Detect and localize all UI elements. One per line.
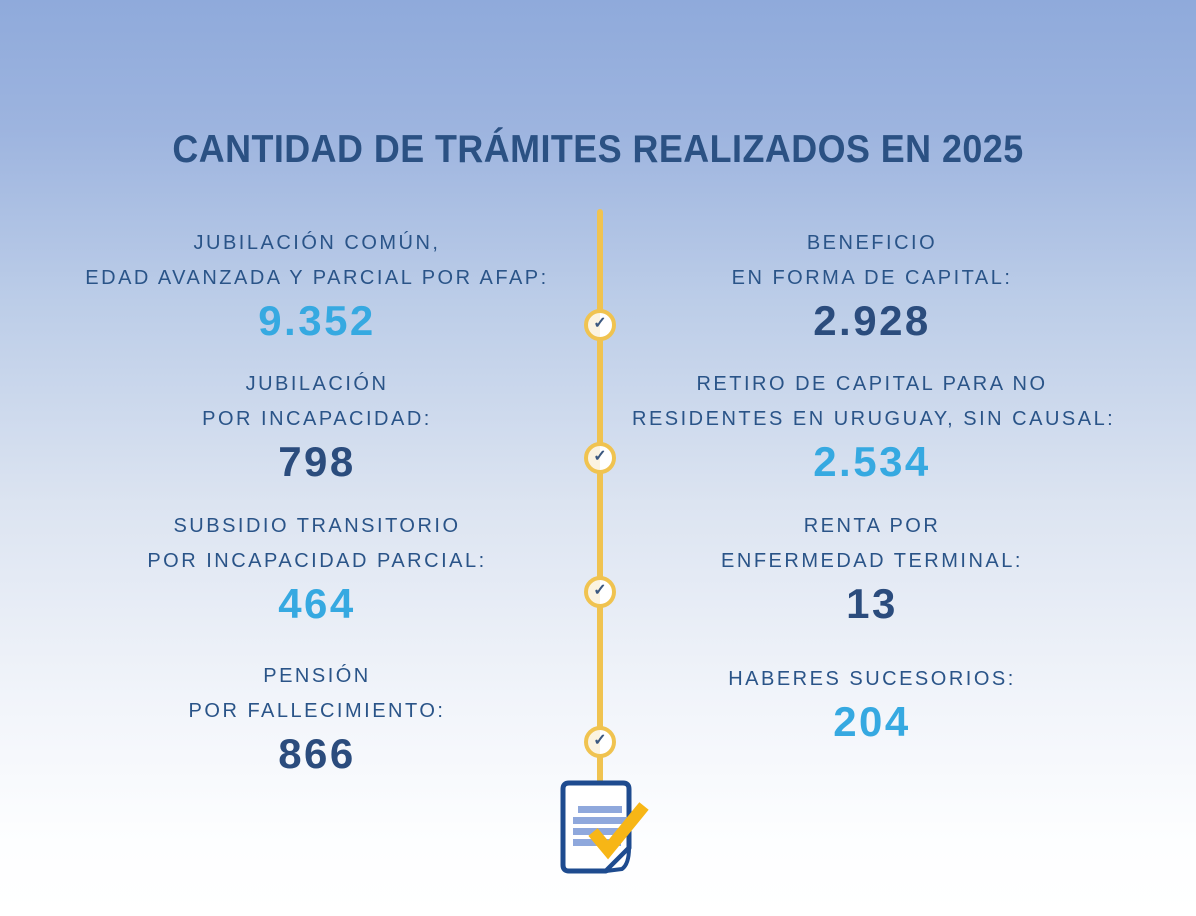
stat-label-line: SUBSIDIO TRANSITORIO [173, 515, 461, 537]
stat-label: PENSIÓN POR FALLECIMIENTO: [77, 659, 557, 729]
stat-jubilacion-comun-afap: JUBILACIÓN COMÚN, EDAD AVANZADA Y PARCIA… [77, 226, 557, 344]
stat-label-line: PENSIÓN [263, 665, 371, 687]
stat-label: SUBSIDIO TRANSITORIO POR INCAPACIDAD PAR… [77, 509, 557, 579]
check-icon: ✓ [593, 315, 607, 332]
stat-value: 2.534 [813, 438, 931, 485]
stat-haberes-sucesorios: HABERES SUCESORIOS: 204 [632, 662, 1112, 745]
check-icon: ✓ [593, 582, 607, 599]
stat-value: 866 [278, 730, 356, 777]
stat-pension-fallecimiento: PENSIÓN POR FALLECIMIENTO: 866 [77, 659, 557, 777]
stat-label-line: RETIRO DE CAPITAL PARA NO [696, 373, 1048, 395]
stat-label-line: EN FORMA DE CAPITAL: [731, 267, 1013, 289]
stat-value: 798 [278, 438, 356, 485]
stat-label-line: EDAD AVANZADA Y PARCIAL POR AFAP: [85, 267, 549, 289]
stat-label-line: POR INCAPACIDAD: [202, 408, 432, 430]
stat-label: RENTA POR ENFERMEDAD TERMINAL: [632, 509, 1112, 579]
stat-label-line: RENTA POR [803, 515, 941, 537]
stat-label: JUBILACIÓN POR INCAPACIDAD: [77, 367, 557, 437]
stat-label-line: RESIDENTES EN URUGUAY, SIN CAUSAL: [632, 408, 1116, 430]
stat-label-line: ENFERMEDAD TERMINAL: [721, 550, 1023, 572]
stat-value: 2.928 [813, 297, 931, 344]
stat-label-line: HABERES SUCESORIOS: [728, 668, 1016, 690]
stat-label: HABERES SUCESORIOS: [632, 662, 1112, 697]
document-check-icon [550, 776, 666, 888]
stat-label-line: POR INCAPACIDAD PARCIAL: [147, 550, 487, 572]
check-icon: ✓ [593, 448, 607, 465]
stat-retiro-capital-no-residentes: RETIRO DE CAPITAL PARA NO RESIDENTES EN … [632, 367, 1116, 485]
stat-label-line: BENEFICIO [806, 232, 938, 254]
timeline-checkpoint-2: ✓ [584, 442, 616, 474]
stat-label-line: JUBILACIÓN COMÚN, [193, 232, 441, 254]
stat-label: BENEFICIO EN FORMA DE CAPITAL: [632, 226, 1112, 296]
page-title: CANTIDAD DE TRÁMITES REALIZADOS EN 2025 [172, 128, 1024, 171]
timeline-line [597, 209, 603, 788]
stat-value: 9.352 [258, 297, 376, 344]
check-icon: ✓ [593, 732, 607, 749]
stat-jubilacion-incapacidad: JUBILACIÓN POR INCAPACIDAD: 798 [77, 367, 557, 485]
timeline-checkpoint-4: ✓ [584, 726, 616, 758]
stat-label-line: POR FALLECIMIENTO: [188, 700, 446, 722]
timeline-checkpoint-1: ✓ [584, 309, 616, 341]
stat-value: 464 [278, 580, 356, 627]
stat-label-line: JUBILACIÓN [245, 373, 389, 395]
stat-beneficio-capital: BENEFICIO EN FORMA DE CAPITAL: 2.928 [632, 226, 1112, 344]
stat-value: 204 [833, 698, 911, 745]
stat-renta-enfermedad-terminal: RENTA POR ENFERMEDAD TERMINAL: 13 [632, 509, 1112, 627]
timeline-checkpoint-3: ✓ [584, 576, 616, 608]
stat-value: 13 [846, 580, 898, 627]
stat-label: JUBILACIÓN COMÚN, EDAD AVANZADA Y PARCIA… [77, 226, 557, 296]
stat-label: RETIRO DE CAPITAL PARA NO RESIDENTES EN … [632, 367, 1116, 437]
stat-subsidio-transitorio: SUBSIDIO TRANSITORIO POR INCAPACIDAD PAR… [77, 509, 557, 627]
